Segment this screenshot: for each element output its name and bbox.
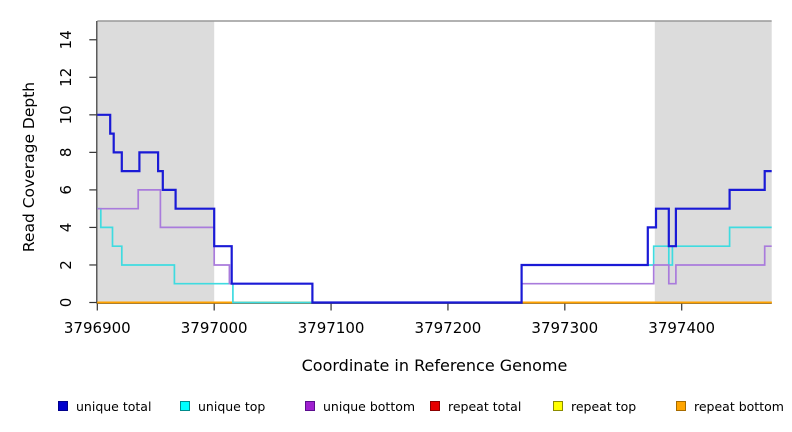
- legend-item-unique-total: unique total: [58, 397, 151, 415]
- x-tick-label: 3797400: [648, 319, 715, 337]
- y-tick-label: 14: [57, 30, 75, 49]
- x-axis-title: Coordinate in Reference Genome: [302, 356, 568, 375]
- repeat-region-shading: [97, 21, 772, 304]
- legend-item-repeat-total: repeat total: [430, 397, 521, 415]
- y-tick-labels: 0 2 4 6 8 10 12 14: [57, 30, 75, 307]
- legend-label: repeat bottom: [694, 398, 784, 414]
- unique-top-swatch-icon: [180, 401, 190, 411]
- y-tick-label: 10: [57, 105, 75, 124]
- legend-label: unique bottom: [323, 398, 416, 414]
- repeat-bottom-swatch-icon: [676, 401, 686, 411]
- series-line-unique-total: [97, 113, 772, 304]
- y-tick-label: 8: [57, 148, 75, 158]
- unique-total-swatch-icon: [58, 401, 68, 411]
- y-axis-title: Read Coverage Depth: [20, 82, 38, 252]
- y-tick-label: 6: [57, 185, 75, 195]
- legend-label: repeat top: [571, 398, 637, 414]
- legend-item-unique-top: unique top: [180, 397, 265, 415]
- repeat-total-swatch-icon: [430, 401, 440, 411]
- y-tick-label: 0: [57, 298, 75, 308]
- repeat-region-left: [97, 21, 215, 304]
- repeat-top-swatch-icon: [553, 401, 563, 411]
- x-tick-label: 3796900: [64, 319, 131, 337]
- x-tick-label: 3797000: [181, 319, 248, 337]
- legend-label: unique top: [198, 398, 266, 414]
- legend-item-repeat-top: repeat top: [553, 397, 636, 415]
- legend-label: unique total: [76, 398, 152, 414]
- x-tick-label: 3797100: [298, 319, 365, 337]
- y-tick-label: 2: [57, 260, 75, 270]
- repeat-region-right: [654, 21, 772, 304]
- coverage-series-lines: [97, 113, 772, 304]
- unique-bottom-swatch-icon: [305, 401, 315, 411]
- y-tick-label: 4: [57, 223, 75, 233]
- legend-item-repeat-bottom: repeat bottom: [676, 397, 784, 415]
- legend: unique total unique top unique bottom re…: [0, 397, 792, 417]
- legend-item-unique-bottom: unique bottom: [305, 397, 415, 415]
- y-tick-label: 12: [57, 68, 75, 87]
- x-tick-label: 3797200: [415, 319, 482, 337]
- x-tick-label: 3797300: [531, 319, 598, 337]
- x-tick-labels: 3796900 3797000 3797100 3797200 3797300 …: [64, 319, 715, 337]
- legend-label: repeat total: [448, 398, 522, 414]
